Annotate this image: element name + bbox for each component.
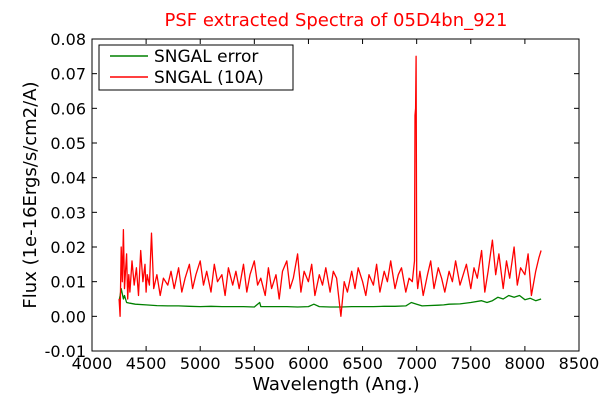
legend-label-sngal: SNGAL (10A) bbox=[154, 68, 264, 88]
x-axis-label: Wavelength (Ang.) bbox=[252, 374, 419, 395]
x-tick-label: 8500 bbox=[559, 354, 600, 373]
y-tick-label: 0.03 bbox=[50, 203, 86, 222]
chart-title: PSF extracted Spectra of 05D4bn_921 bbox=[165, 10, 508, 31]
x-tick-label: 5500 bbox=[234, 354, 275, 373]
legend: SNGAL error SNGAL (10A) bbox=[98, 44, 294, 91]
y-tick-label: 0.08 bbox=[50, 30, 86, 49]
series-line-0 bbox=[118, 287, 542, 308]
y-tick-label: 0.02 bbox=[50, 238, 86, 257]
x-tick-label: 6000 bbox=[288, 354, 329, 373]
y-tick-label: 0.06 bbox=[50, 99, 86, 118]
axis-ticks bbox=[91, 38, 580, 352]
y-axis-label: Flux (1e-16Ergs/s/cm2/A) bbox=[20, 81, 41, 308]
x-tick-label: 7000 bbox=[396, 354, 437, 373]
series-line-1 bbox=[118, 55, 542, 317]
x-tick-label: 7500 bbox=[450, 354, 491, 373]
x-tick-label: 4500 bbox=[126, 354, 167, 373]
y-tick-labels: -0.01 0.00 0.01 0.02 0.03 0.04 0.05 0.06 0.07 0.0… bbox=[45, 30, 86, 361]
y-tick-label: 0.00 bbox=[50, 307, 86, 326]
y-tick-label: 0.05 bbox=[50, 134, 86, 153]
legend-label-error: SNGAL error bbox=[154, 47, 258, 67]
x-tick-label: 8000 bbox=[505, 354, 546, 373]
y-tick-label: 0.04 bbox=[50, 169, 86, 188]
x-tick-labels: 4000 4500 5000 5500 6000 6500 7000 7500 8000 8500 bbox=[72, 354, 600, 373]
y-tick-label: -0.01 bbox=[45, 342, 86, 361]
x-tick-label: 5000 bbox=[180, 354, 221, 373]
x-tick-label: 6500 bbox=[342, 354, 383, 373]
legend-box bbox=[98, 44, 294, 91]
plot-frame bbox=[91, 38, 580, 352]
plot-lines bbox=[118, 55, 542, 317]
y-tick-label: 0.01 bbox=[50, 273, 86, 292]
x-tick-label: 4000 bbox=[72, 354, 113, 373]
y-tick-label: 0.07 bbox=[50, 65, 86, 84]
